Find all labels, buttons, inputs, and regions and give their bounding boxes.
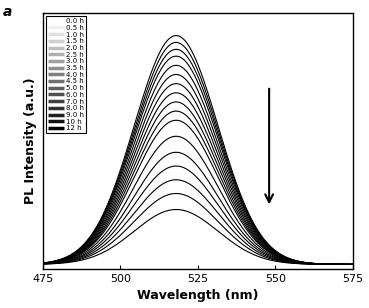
Text: a: a — [3, 5, 12, 19]
Y-axis label: PL Intensity (a.u.): PL Intensity (a.u.) — [24, 78, 37, 204]
X-axis label: Wavelength (nm): Wavelength (nm) — [137, 290, 259, 302]
Legend: 0.0 h, 0.5 h, 1.0 h, 1.5 h, 2.0 h, 2.5 h, 3.0 h, 3.5 h, 4.0 h, 4.5 h, 5.0 h, 6.0: 0.0 h, 0.5 h, 1.0 h, 1.5 h, 2.0 h, 2.5 h… — [46, 16, 86, 133]
